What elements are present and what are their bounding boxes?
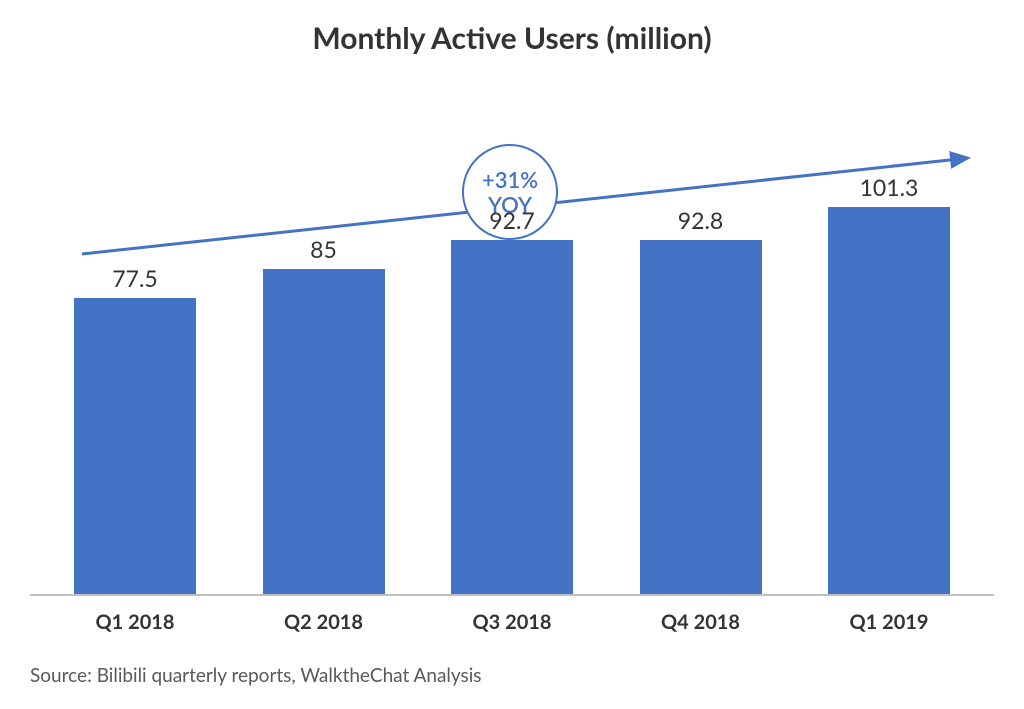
plot-area: +31% YOY 77.58592.792.8101.3 Q1 2018Q2 2… [30,76,994,634]
bar [74,298,196,594]
categories-row: Q1 2018 Q2 2018 Q3 2018 Q4 2018 Q1 2019 [30,610,994,634]
bars-row: 77.5 85 92.7 92.8 101.3 [30,76,994,596]
bar [828,207,950,594]
category-label: Q1 2018 [50,610,220,634]
bar [451,240,573,594]
bar-value-label: 101.3 [860,173,919,201]
bar-value-label: 85 [310,235,337,263]
bar-group: 92.7 [427,206,597,594]
bar-group: 85 [239,235,409,594]
bar-value-label: 92.7 [489,206,534,234]
category-label: Q2 2018 [239,610,409,634]
bar-value-label: 92.8 [678,206,723,234]
bar [640,240,762,594]
bar-group: 92.8 [616,206,786,594]
bar-value-label: 77.5 [112,264,157,292]
bar-group: 101.3 [804,173,974,594]
chart-container: Monthly Active Users (million) +31% YOY … [30,20,994,680]
category-label: Q1 2019 [804,610,974,634]
source-text: Source: Bilibili quarterly reports, Walk… [30,664,482,687]
category-label: Q3 2018 [427,610,597,634]
bar [263,269,385,594]
bar-group: 77.5 [50,264,220,594]
chart-title: Monthly Active Users (million) [30,20,994,56]
category-label: Q4 2018 [616,610,786,634]
